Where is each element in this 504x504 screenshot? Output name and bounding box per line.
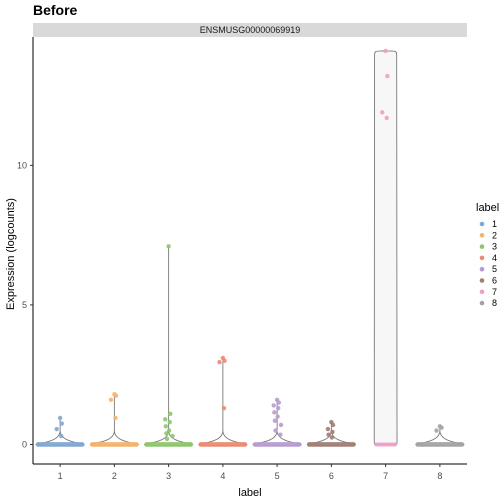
- point-1: [59, 421, 65, 426]
- y-tick-label: 10: [17, 160, 27, 170]
- point-3: [164, 436, 170, 442]
- point-3: [164, 431, 169, 436]
- point-3: [163, 417, 168, 422]
- points-band-8: [415, 442, 465, 447]
- points-band-4: [198, 442, 248, 447]
- facet-strip-label: ENSMUSG00000069919: [200, 25, 301, 35]
- point-7: [384, 115, 389, 121]
- point-6: [326, 432, 331, 437]
- point-2: [113, 415, 118, 421]
- point-5: [278, 422, 284, 428]
- points-band-3: [144, 442, 194, 447]
- legend-label-7: 7: [492, 287, 497, 297]
- point-2: [108, 397, 114, 403]
- point-1: [57, 415, 63, 421]
- point-1: [59, 433, 64, 439]
- y-axis-ticks: 0 5 10: [17, 160, 33, 449]
- y-tick-label: 0: [22, 439, 27, 449]
- x-axis-title: label: [238, 487, 261, 499]
- violin-1: [35, 417, 85, 447]
- y-axis-title: Expression (logcounts): [5, 198, 17, 310]
- violin-2: [89, 394, 139, 447]
- x-tick-label: 7: [383, 471, 388, 481]
- legend-key-5: [479, 266, 485, 272]
- points-band-6: [306, 442, 356, 447]
- point-7: [380, 110, 385, 115]
- point-7: [385, 73, 390, 79]
- point-5: [276, 405, 281, 411]
- point-8: [434, 428, 439, 433]
- x-tick-label: 8: [437, 471, 442, 481]
- point-3: [168, 411, 173, 416]
- legend-label-6: 6: [492, 276, 497, 286]
- legend-key-2: [479, 233, 485, 238]
- chart-title: Before: [33, 2, 78, 18]
- violin-4: [198, 357, 248, 447]
- point-3: [166, 428, 172, 433]
- point-2: [113, 393, 119, 398]
- point-3: [163, 424, 169, 429]
- plot-panel: [35, 48, 465, 447]
- point-5: [272, 418, 278, 423]
- point-7-zero: [392, 442, 397, 447]
- legend-label-3: 3: [492, 242, 497, 252]
- point-5: [275, 414, 280, 419]
- point-1: [54, 426, 59, 432]
- point-8: [439, 425, 444, 430]
- legend-key-3: [479, 244, 485, 249]
- legend-key-1: [479, 221, 485, 227]
- x-tick-label: 3: [166, 471, 171, 481]
- points-band-1: [35, 442, 85, 447]
- legend-label-1: 1: [492, 219, 497, 229]
- x-tick-label: 5: [275, 471, 280, 481]
- legend: label 12 345 678: [476, 202, 499, 308]
- facet-strip: [33, 23, 467, 37]
- point-4: [217, 359, 222, 365]
- x-axis-ticks: 1 2 3 4 5 6 7 8: [58, 464, 442, 481]
- point-6: [330, 422, 336, 428]
- legend-key-7: [479, 289, 485, 295]
- point-5: [271, 403, 276, 408]
- point-5: [276, 400, 282, 405]
- point-4: [221, 405, 227, 411]
- violin-7: [373, 50, 398, 445]
- point-5: [272, 410, 277, 415]
- violin-3: [144, 246, 194, 447]
- point-3: [167, 419, 172, 425]
- point-6: [325, 426, 331, 432]
- legend-label-2: 2: [492, 230, 497, 240]
- y-tick-label: 5: [22, 300, 27, 310]
- legend-label-4: 4: [492, 253, 497, 263]
- point-3: [166, 244, 171, 249]
- point-6: [330, 429, 335, 435]
- legend-label-8: 8: [492, 298, 497, 308]
- point-5: [273, 428, 278, 433]
- legend-key-8: [479, 300, 485, 306]
- point-6: [329, 435, 335, 440]
- point-4: [222, 358, 227, 363]
- legend-key-4: [479, 255, 485, 261]
- point-3: [170, 433, 175, 439]
- legend-label-5: 5: [492, 264, 497, 274]
- points-band-2: [89, 442, 139, 447]
- legend-title: label: [476, 202, 499, 214]
- x-tick-label: 6: [329, 471, 334, 481]
- point-5: [278, 432, 283, 437]
- point-7: [383, 48, 388, 54]
- points-band-5: [252, 442, 302, 447]
- legend-key-6: [479, 278, 485, 283]
- x-tick-label: 1: [58, 471, 63, 481]
- x-tick-label: 2: [112, 471, 117, 481]
- x-tick-label: 4: [220, 471, 225, 481]
